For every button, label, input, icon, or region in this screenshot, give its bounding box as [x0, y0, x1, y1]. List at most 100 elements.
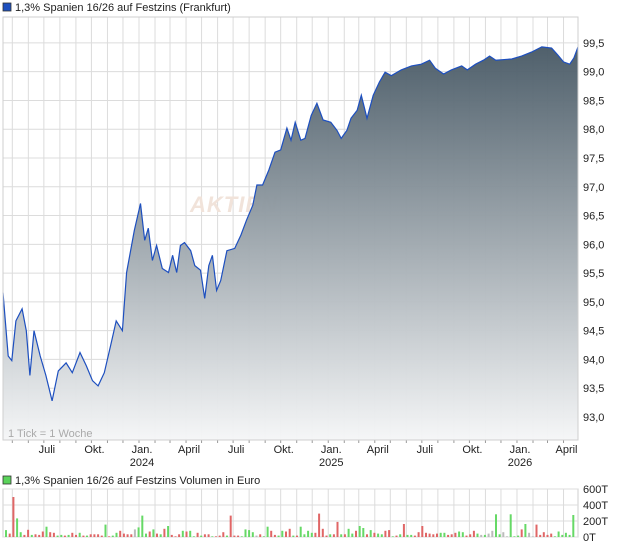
y-tick-label: 98,5: [583, 95, 604, 107]
y-tick-label: 95,0: [583, 297, 604, 309]
volume-bar: [8, 533, 11, 537]
volume-bar: [340, 534, 343, 537]
volume-bar: [380, 534, 383, 537]
volume-bar: [167, 526, 170, 537]
x-tick-label: April: [178, 444, 200, 456]
volume-bar: [303, 534, 306, 537]
volume-bar: [384, 530, 387, 537]
volume-bar: [329, 534, 332, 537]
volume-bar: [506, 536, 508, 537]
x-tick-label: Jan.: [321, 444, 342, 456]
volume-bar: [296, 535, 298, 537]
y-tick-label: 99,5: [583, 38, 604, 50]
y-tick-label: 98,0: [583, 124, 604, 136]
volume-bar: [358, 526, 361, 537]
volume-bar: [447, 534, 450, 537]
volume-bar: [38, 534, 41, 537]
volume-bar: [347, 528, 350, 537]
volume-bar: [41, 531, 44, 537]
volume-bar: [443, 532, 446, 537]
x-year-label: 2026: [508, 457, 532, 469]
volume-bar: [45, 526, 48, 537]
volume-bar: [259, 534, 262, 537]
volume-bar: [553, 536, 556, 537]
volume-bar: [498, 534, 501, 537]
x-tick-label: Okt.: [274, 444, 294, 456]
volume-bar: [200, 535, 203, 537]
volume-bar: [215, 536, 217, 537]
y-tick-label: 99,0: [583, 67, 604, 79]
volume-bar: [111, 535, 114, 537]
x-tick-label: Juli: [39, 444, 56, 456]
volume-bar: [86, 535, 88, 537]
y-tick-label: 93,5: [583, 383, 604, 395]
volume-bar: [476, 533, 479, 537]
volume-bar: [262, 536, 265, 537]
volume-bar: [487, 533, 490, 537]
volume-bar: [122, 533, 125, 537]
volume-bar: [288, 528, 291, 537]
volume-bar: [196, 532, 199, 537]
volume-bar: [531, 536, 534, 537]
volume-bar: [454, 532, 457, 537]
volume-bar: [413, 535, 416, 537]
x-tick-label: Jan.: [510, 444, 531, 456]
volume-bar: [557, 531, 560, 537]
volume-bar: [366, 534, 368, 537]
volume-bar: [12, 497, 15, 537]
x-tick-label: Juli: [417, 444, 434, 456]
volume-bar: [465, 535, 468, 537]
volume-bar: [495, 514, 497, 537]
price-plot-border: [2, 16, 579, 441]
volume-bar: [16, 518, 19, 537]
volume-bar: [71, 532, 74, 537]
volume-bar: [192, 536, 195, 537]
volume-bar: [307, 530, 310, 537]
volume-bar: [281, 530, 284, 537]
volume-bar: [373, 532, 376, 537]
price-area: [3, 46, 578, 441]
volume-bar: [156, 533, 158, 537]
y-tick-label: 93,0: [583, 412, 604, 424]
volume-bar: [49, 532, 52, 537]
volume-bar: [509, 514, 512, 537]
volume-bar: [436, 533, 438, 537]
volume-bar: [226, 535, 228, 537]
volume-bar: [480, 534, 483, 537]
volume-bar: [126, 534, 129, 537]
volume-bar: [270, 530, 273, 537]
x-tick-label: April: [556, 444, 578, 456]
volume-bar: [163, 528, 166, 537]
volume-bar: [233, 535, 236, 537]
volume-bar: [502, 532, 505, 537]
volume-bar: [524, 524, 527, 537]
volume-bar: [318, 513, 321, 537]
volume-bar: [34, 534, 37, 537]
volume-bar: [491, 530, 494, 537]
volume-bar: [406, 534, 409, 537]
volume-bar: [251, 532, 254, 537]
volume-bar: [104, 524, 107, 537]
volume-y-tick-label: 600T: [583, 484, 608, 496]
volume-bar: [410, 534, 413, 537]
volume-bar: [23, 534, 26, 537]
tick-interval-note: 1 Tick = 1 Woche: [8, 428, 92, 440]
volume-chart-title: 1,3% Spanien 16/26 auf Festzins Volumen …: [15, 475, 260, 487]
volume-bar: [572, 515, 575, 537]
volume-bar: [377, 533, 380, 537]
volume-bar: [277, 535, 280, 537]
volume-bar: [30, 534, 33, 537]
volume-bar: [244, 529, 247, 537]
volume-bar: [229, 515, 232, 537]
volume-bar: [299, 526, 302, 537]
y-tick-label: 95,5: [583, 268, 604, 280]
x-tick-label: April: [367, 444, 389, 456]
volume-bar: [89, 534, 92, 537]
volume-bar: [170, 534, 173, 537]
price-chart-title: 1,3% Spanien 16/26 auf Festzins (Frankfu…: [15, 2, 231, 14]
volume-bar: [130, 534, 133, 537]
volume-bar: [207, 534, 210, 537]
volume-bar: [314, 532, 317, 537]
volume-bar: [450, 534, 453, 537]
volume-bar: [458, 531, 461, 537]
